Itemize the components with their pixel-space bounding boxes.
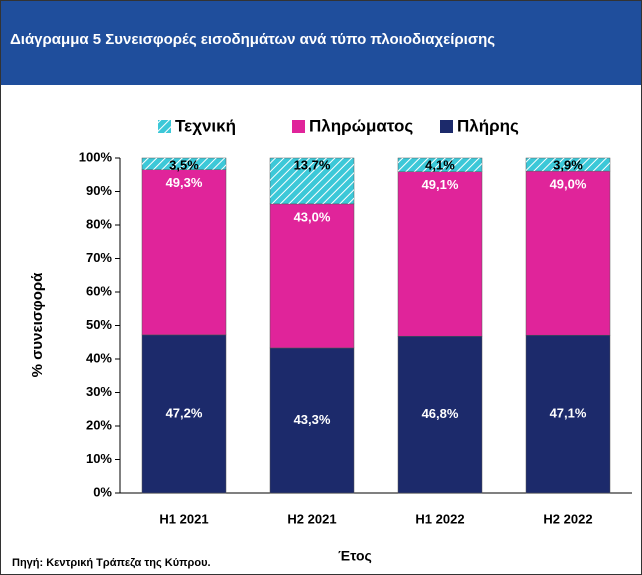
value-label: 43,0% xyxy=(294,209,331,224)
bar-hatch xyxy=(270,158,354,204)
legend-swatch xyxy=(292,120,305,133)
x-tick-label: H2 2021 xyxy=(287,511,336,526)
y-tick-label: 100% xyxy=(79,149,113,164)
y-tick-label: 40% xyxy=(86,350,112,365)
y-tick-label: 20% xyxy=(86,417,112,432)
value-label: 47,1% xyxy=(550,406,587,421)
y-axis-label: % συνεισφορά xyxy=(29,272,46,378)
title-banner xyxy=(1,1,641,85)
bar-segment xyxy=(269,347,355,494)
value-label: 13,7% xyxy=(294,157,331,172)
bar-segment xyxy=(141,169,227,336)
bar-segment xyxy=(269,203,355,349)
bar-segment xyxy=(397,171,483,337)
legend-label: Πλήρης xyxy=(457,116,519,135)
y-tick-label: 80% xyxy=(86,216,112,231)
value-label: 47,2% xyxy=(166,405,203,420)
value-label: 4,1% xyxy=(425,157,455,172)
legend-swatch-hatch xyxy=(158,120,171,133)
x-axis-label: Έτος xyxy=(338,548,372,564)
legend-swatch xyxy=(440,120,453,133)
value-label: 49,3% xyxy=(166,175,203,190)
value-label: 49,1% xyxy=(422,177,459,192)
bar-hatch xyxy=(526,158,610,172)
chart-title: Διάγραμμα 5 Συνεισφορές εισοδημάτων ανά … xyxy=(10,31,495,48)
y-tick-label: 90% xyxy=(86,183,112,198)
y-tick-label: 0% xyxy=(93,484,112,499)
y-tick-label: 50% xyxy=(86,317,112,332)
y-tick-label: 70% xyxy=(86,250,112,265)
bar-segment xyxy=(525,170,611,336)
y-tick-label: 30% xyxy=(86,384,112,399)
bar-hatch xyxy=(398,158,482,172)
value-label: 49,0% xyxy=(550,177,587,192)
value-label: 3,5% xyxy=(169,157,199,172)
y-tick-label: 60% xyxy=(86,283,112,298)
value-label: 43,3% xyxy=(294,412,331,427)
value-label: 3,9% xyxy=(553,157,583,172)
source: Πηγή: Κεντρική Τράπεζα της Κύπρου. xyxy=(12,557,211,569)
x-tick-label: H2 2022 xyxy=(543,511,592,526)
bar-segment xyxy=(397,335,483,494)
y-tick-label: 10% xyxy=(86,451,112,466)
bar-segment xyxy=(141,334,227,494)
x-tick-label: H1 2022 xyxy=(415,511,464,526)
legend-label: Πληρώματος xyxy=(309,116,413,135)
bar-segment xyxy=(525,334,611,494)
x-tick-label: H1 2021 xyxy=(159,511,208,526)
value-label: 46,8% xyxy=(422,406,459,421)
bar-hatch xyxy=(142,158,226,170)
legend-label: Τεχνική xyxy=(175,116,236,135)
